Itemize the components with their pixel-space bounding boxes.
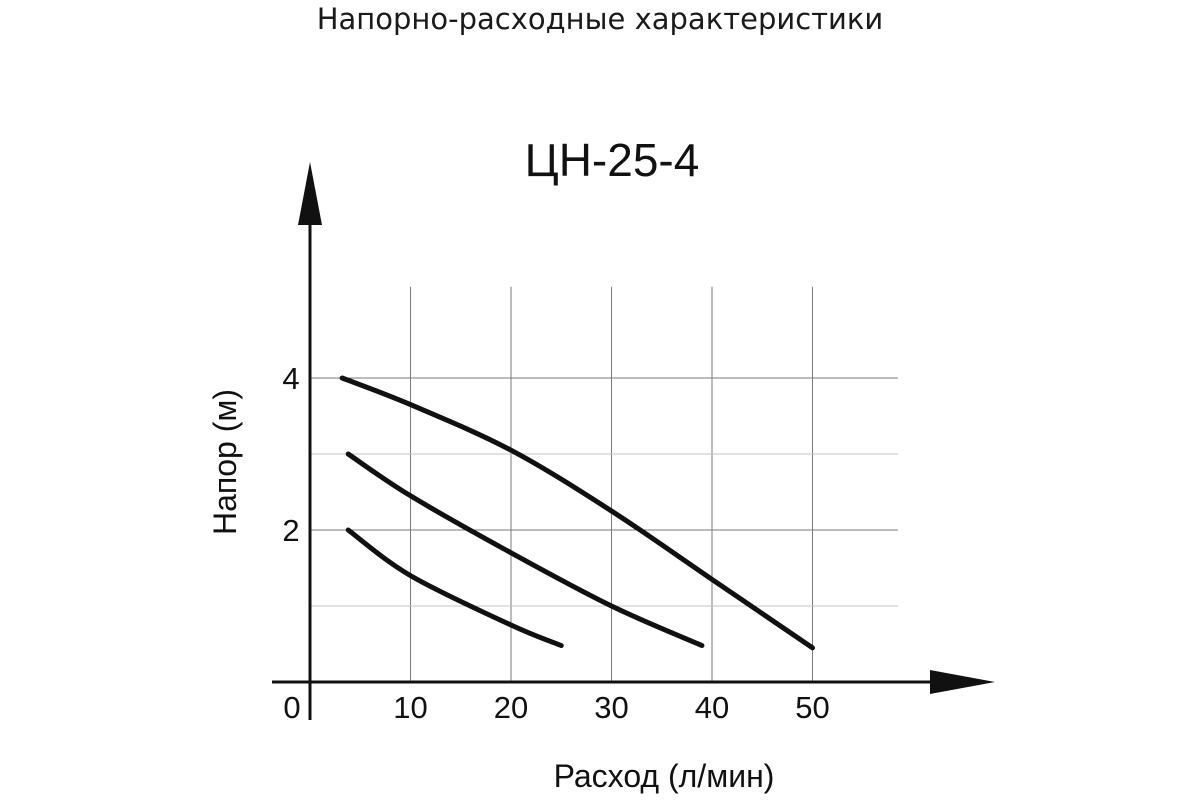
x-tick-label: 0 xyxy=(283,690,300,725)
x-tick-label: 30 xyxy=(594,690,628,725)
x-tick-label: 20 xyxy=(494,690,528,725)
x-axis xyxy=(272,670,995,694)
x-tick-labels: 0 10 20 30 40 50 xyxy=(283,690,829,725)
x-axis-label: Расход (л/мин) xyxy=(554,758,775,794)
curves xyxy=(339,375,815,651)
y-tick-label: 2 xyxy=(282,513,299,548)
x-tick-label: 10 xyxy=(393,690,427,725)
page-title: Напорно-расходные характеристики xyxy=(316,2,884,36)
series-line-3 xyxy=(345,527,564,649)
y-axis xyxy=(298,162,322,720)
y-axis-arrow-icon xyxy=(298,162,322,225)
series-line-2 xyxy=(345,451,705,649)
grid xyxy=(310,286,898,682)
y-tick-labels: 24 xyxy=(282,361,299,548)
x-tick-label: 40 xyxy=(695,690,729,725)
chart-title: ЦН-25-4 xyxy=(525,134,700,186)
x-axis-arrow-icon xyxy=(930,670,995,694)
series-line-1 xyxy=(339,375,815,651)
x-tick-label: 50 xyxy=(795,690,829,725)
y-tick-label: 4 xyxy=(282,361,299,396)
y-axis-label: Напор (м) xyxy=(207,389,243,535)
